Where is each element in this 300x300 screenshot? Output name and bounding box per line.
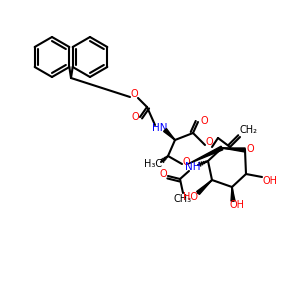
Text: O: O [182, 157, 190, 167]
Text: H₃C: H₃C [144, 159, 162, 169]
Polygon shape [231, 187, 235, 201]
Text: HO: HO [184, 192, 199, 202]
Text: HN: HN [152, 123, 168, 133]
Text: CH₂: CH₂ [239, 125, 257, 135]
Text: CH₃: CH₃ [174, 194, 192, 204]
Text: O: O [246, 144, 254, 154]
Text: OH: OH [230, 200, 244, 210]
Text: O: O [131, 112, 139, 122]
Text: O: O [159, 169, 167, 179]
Text: NH: NH [185, 162, 201, 172]
Polygon shape [164, 129, 175, 140]
Polygon shape [188, 146, 223, 164]
Polygon shape [222, 148, 245, 152]
Polygon shape [196, 180, 212, 194]
Text: O: O [200, 116, 208, 126]
Text: OH: OH [262, 176, 278, 186]
Text: O: O [130, 89, 138, 99]
Text: O: O [205, 137, 213, 147]
